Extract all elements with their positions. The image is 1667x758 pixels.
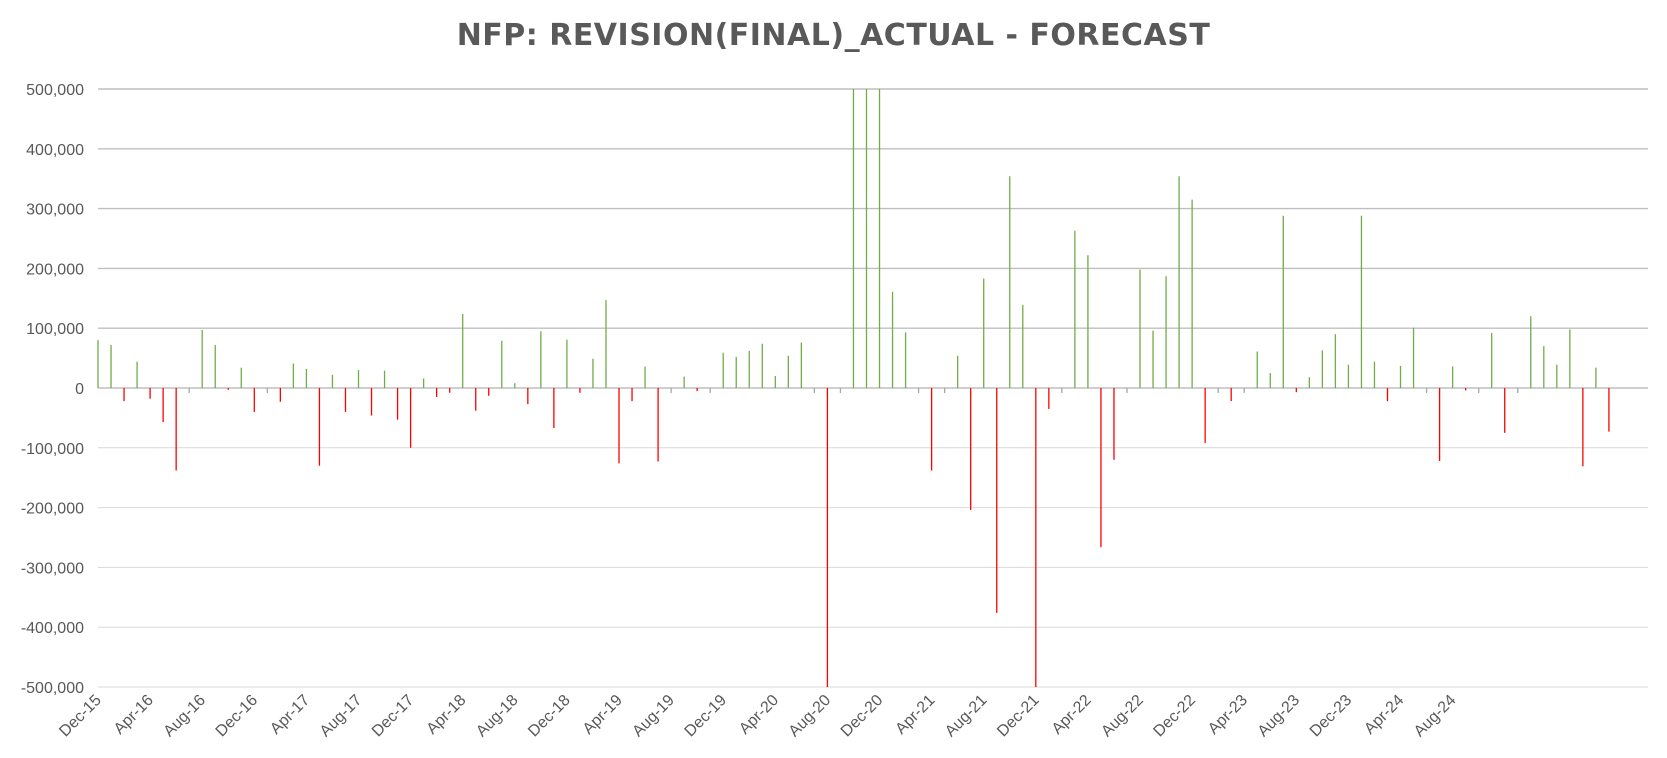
x-tick-label: Dec-22	[1150, 692, 1199, 741]
y-tick-label: 500,000	[26, 82, 84, 99]
x-tick-label: Aug-23	[1255, 692, 1304, 741]
y-tick-label: -300,000	[21, 560, 84, 577]
bars	[97, 89, 1610, 687]
x-tick-label: Apr-22	[1049, 692, 1095, 738]
y-tick-label: -500,000	[21, 680, 84, 697]
x-tick-label: Aug-20	[786, 692, 835, 741]
x-tick-label: Apr-18	[424, 692, 470, 738]
y-tick-label: -200,000	[21, 501, 84, 518]
x-tick-label: Apr-19	[580, 692, 626, 738]
y-tick-label: 100,000	[26, 321, 84, 338]
y-tick-label: 200,000	[26, 261, 84, 278]
x-tick-label: Dec-23	[1307, 692, 1356, 741]
x-tick-label: Apr-21	[892, 692, 938, 738]
x-tick-label: Dec-18	[525, 692, 574, 741]
x-tick-label: Aug-16	[161, 692, 210, 741]
x-tick-label: Apr-17	[267, 692, 313, 738]
x-tick-label: Dec-16	[213, 692, 262, 741]
x-tick-label: Aug-17	[317, 692, 366, 741]
x-tick-label: Dec-20	[838, 692, 887, 741]
y-tick-label: 300,000	[26, 202, 84, 219]
x-tick-label: Apr-16	[111, 692, 157, 738]
x-tick-label: Dec-19	[682, 692, 731, 741]
x-tick-label: Apr-20	[736, 692, 782, 738]
x-tick-label: Dec-15	[56, 692, 105, 741]
y-tick-label: 400,000	[26, 142, 84, 159]
x-tick-label: Aug-21	[942, 692, 991, 741]
x-tick-label: Aug-22	[1098, 692, 1147, 741]
y-tick-label: 0	[75, 381, 84, 398]
x-tick-label: Dec-21	[994, 692, 1043, 741]
x-tick-label: Aug-19	[629, 692, 678, 741]
x-tick-label: Aug-24	[1411, 692, 1460, 741]
x-tick-label: Dec-17	[369, 692, 418, 741]
x-tick-label: Apr-24	[1361, 692, 1407, 738]
gridlines	[98, 88, 1648, 688]
y-tick-label: -100,000	[21, 441, 84, 458]
chart-title: NFP: REVISION(FINAL)_ACTUAL - FORECAST	[456, 18, 1211, 53]
y-tick-label: -400,000	[21, 620, 84, 637]
x-tick-label: Apr-23	[1205, 692, 1251, 738]
x-tick-label: Aug-18	[473, 692, 522, 741]
